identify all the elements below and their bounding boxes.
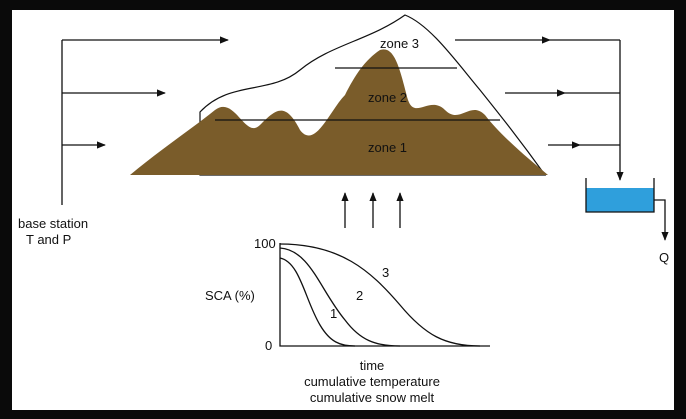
outflow-arrow xyxy=(654,199,669,241)
depletion-curve xyxy=(279,243,481,347)
depletion-curve xyxy=(279,257,356,347)
zone-label: zone 3 xyxy=(380,36,419,51)
y-top-label: 100 xyxy=(254,236,276,251)
y-axis-label: SCA (%) xyxy=(205,288,255,303)
zone-label: zone 2 xyxy=(368,90,407,105)
graph-axes xyxy=(279,243,490,347)
zone-label: zone 1 xyxy=(368,140,407,155)
station-label: base station xyxy=(18,216,88,231)
reservoir-water xyxy=(586,188,654,212)
x-axis-label: time xyxy=(360,358,385,373)
station-label: T and P xyxy=(26,232,71,247)
curve-label: 1 xyxy=(330,306,337,321)
x-axis-label: cumulative snow melt xyxy=(310,390,435,405)
curve-label: 2 xyxy=(356,288,363,303)
y-bottom-label: 0 xyxy=(265,338,272,353)
depletion-curve xyxy=(279,247,401,347)
reservoir xyxy=(585,178,655,213)
x-axis-label: cumulative temperature xyxy=(304,374,440,389)
curve-label: 3 xyxy=(382,265,389,280)
terrain xyxy=(130,49,548,175)
outflow-label: Q xyxy=(659,250,669,265)
